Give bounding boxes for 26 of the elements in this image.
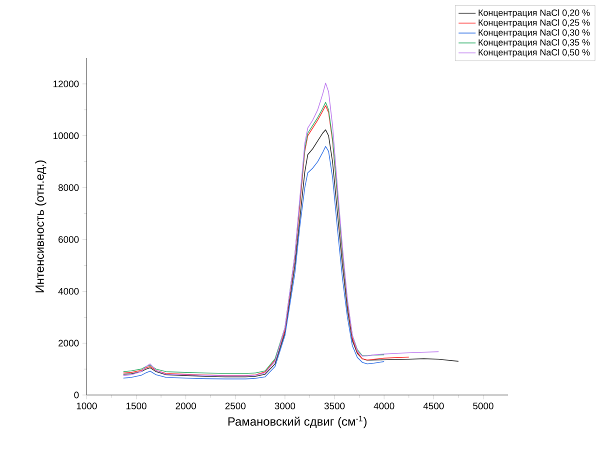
y-tick-label: 8000: [58, 184, 79, 191]
y-tick-label: 12000: [53, 80, 79, 88]
y-tick-label: 6000: [58, 236, 79, 243]
x-tick-label: 4500: [423, 402, 444, 410]
legend-label: Концентрация NaCl 0,25 %: [478, 19, 590, 28]
legend-label: Концентрация NaCl 0,30 %: [478, 29, 590, 38]
x-axis-title: Рамановский сдвиг (см$^{-1}$): [228, 416, 367, 428]
y-tick-label: 4000: [58, 288, 79, 295]
legend-label: Концентрация NaCl 0,20 %: [478, 9, 590, 18]
line-series: [122, 146, 384, 380]
x-tick-label: 1500: [126, 402, 146, 410]
y-tick-label: 0: [74, 392, 79, 398]
x-tick-label: 1000: [76, 402, 97, 410]
x-tick-label: 3000: [274, 402, 296, 410]
x-tick-label: 2500: [225, 402, 246, 410]
line-series: [122, 82, 440, 376]
legend-label: Концентрация NaCl 0,50 %: [478, 48, 590, 58]
x-tick-label: 3500: [324, 402, 345, 410]
x-tick-label: 2000: [176, 402, 196, 410]
x-tick-label: 4000: [374, 402, 394, 410]
legend-label: Концентрация NaCl 0,35 %: [478, 39, 590, 48]
y-tick-label: 10000: [53, 132, 79, 140]
x-tick-label: 5000: [473, 402, 494, 410]
y-axis-title: Интенсивность (отн.ед.): [35, 160, 46, 292]
y-tick-label: 2000: [58, 340, 79, 347]
line-series: [122, 129, 459, 378]
